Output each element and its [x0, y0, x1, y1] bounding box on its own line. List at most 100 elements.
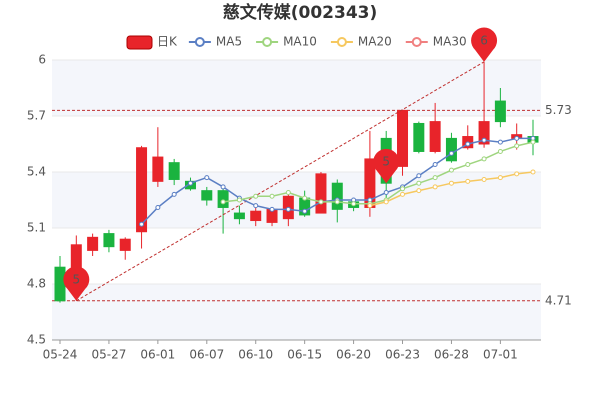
ma-point	[448, 180, 454, 186]
ma-point	[351, 201, 357, 207]
legend-marker	[336, 37, 347, 47]
candle-body	[494, 100, 506, 123]
legend-label: MA10	[283, 35, 317, 49]
ma-point	[497, 139, 503, 145]
candle-body	[119, 238, 131, 251]
candle-body	[250, 210, 262, 222]
y-tick-label: 5.7	[27, 109, 46, 123]
ma-point	[367, 203, 373, 209]
ma-point	[187, 180, 193, 186]
ma-point	[236, 197, 242, 203]
ma-point	[334, 199, 340, 205]
marker-label: 5	[382, 155, 390, 169]
x-tick-label: 05-24	[43, 348, 78, 362]
ma-point	[285, 190, 291, 196]
x-tick-label: 06-15	[287, 348, 322, 362]
ma-point	[302, 195, 308, 201]
candle-body	[217, 190, 229, 208]
candle-body	[445, 137, 457, 162]
ma-point	[514, 143, 520, 149]
legend-swatch	[126, 35, 153, 50]
ma-point	[285, 206, 291, 212]
y-tick-label: 5.1	[27, 221, 46, 235]
x-tick-label: 06-10	[238, 348, 273, 362]
candle-body	[152, 156, 164, 182]
y-tick-label: 4.8	[27, 277, 46, 291]
ma-point	[400, 191, 406, 197]
candle-body	[136, 147, 148, 233]
y-tick-label: 5.4	[27, 165, 46, 179]
candle-body	[429, 121, 441, 152]
ma-point	[302, 208, 308, 214]
ma-point	[448, 167, 454, 173]
candle-body	[478, 121, 490, 145]
ma-point	[416, 180, 422, 186]
ma-point	[530, 139, 536, 145]
ma-point	[204, 175, 210, 181]
ma-point	[220, 184, 226, 190]
ma-point	[497, 148, 503, 154]
marker-balloon	[373, 148, 400, 184]
ma-point	[139, 221, 145, 227]
ma-point	[481, 137, 487, 143]
ma-point	[432, 175, 438, 181]
x-tick-label: 06-07	[189, 348, 224, 362]
ma-point	[514, 171, 520, 177]
ma-point	[400, 186, 406, 192]
ma-point	[448, 150, 454, 156]
x-tick-label: 06-01	[140, 348, 175, 362]
ma-point	[530, 169, 536, 175]
ma-point	[416, 173, 422, 179]
candle-body	[413, 122, 425, 152]
ma-point	[171, 191, 177, 197]
marker-balloon	[471, 27, 498, 62]
trend-line	[76, 61, 485, 302]
ma-point	[383, 199, 389, 205]
candle-body	[87, 236, 99, 251]
legend-marker	[411, 37, 422, 47]
candle-body	[397, 109, 409, 167]
ma-point	[269, 206, 275, 212]
candle-body	[103, 233, 115, 248]
legend-label: MA5	[216, 35, 242, 49]
ma-point	[514, 135, 520, 141]
x-tick-label: 06-20	[336, 348, 371, 362]
ma-point	[155, 204, 161, 210]
ma-point	[269, 193, 275, 199]
ma-point	[253, 193, 259, 199]
candle-body	[168, 162, 180, 180]
grid-band	[52, 172, 541, 228]
ma-line	[223, 141, 534, 205]
grid-band	[52, 284, 541, 340]
chart-title: 慈文传媒(002343)	[223, 2, 378, 23]
x-tick-label: 06-28	[434, 348, 469, 362]
ma-point	[432, 162, 438, 168]
candle-body	[233, 212, 245, 220]
candle-body	[54, 266, 66, 302]
candle-body	[331, 182, 343, 210]
candle-body	[201, 190, 213, 201]
marker-label: 6	[480, 33, 488, 47]
legend-label: MA30	[433, 35, 467, 49]
x-tick-label: 05-27	[91, 348, 126, 362]
marker-label: 5	[72, 272, 80, 286]
y-tick-label: 6	[38, 53, 46, 67]
ma-point	[383, 190, 389, 196]
ma-point	[416, 188, 422, 194]
legend-marker	[194, 37, 205, 47]
ma-point	[481, 176, 487, 182]
ma-point	[220, 199, 226, 205]
ma-point	[253, 203, 259, 209]
ma-point	[432, 184, 438, 190]
reference-label: 5.73	[545, 103, 572, 117]
marker-balloon	[63, 266, 90, 301]
x-tick-label: 06-23	[385, 348, 420, 362]
legend-marker	[262, 37, 273, 47]
grid-band	[52, 60, 541, 116]
ma-point	[497, 175, 503, 181]
ma-point	[465, 178, 471, 184]
ma-point	[481, 156, 487, 162]
x-tick-label: 07-01	[483, 348, 518, 362]
reference-label: 4.71	[545, 293, 572, 307]
